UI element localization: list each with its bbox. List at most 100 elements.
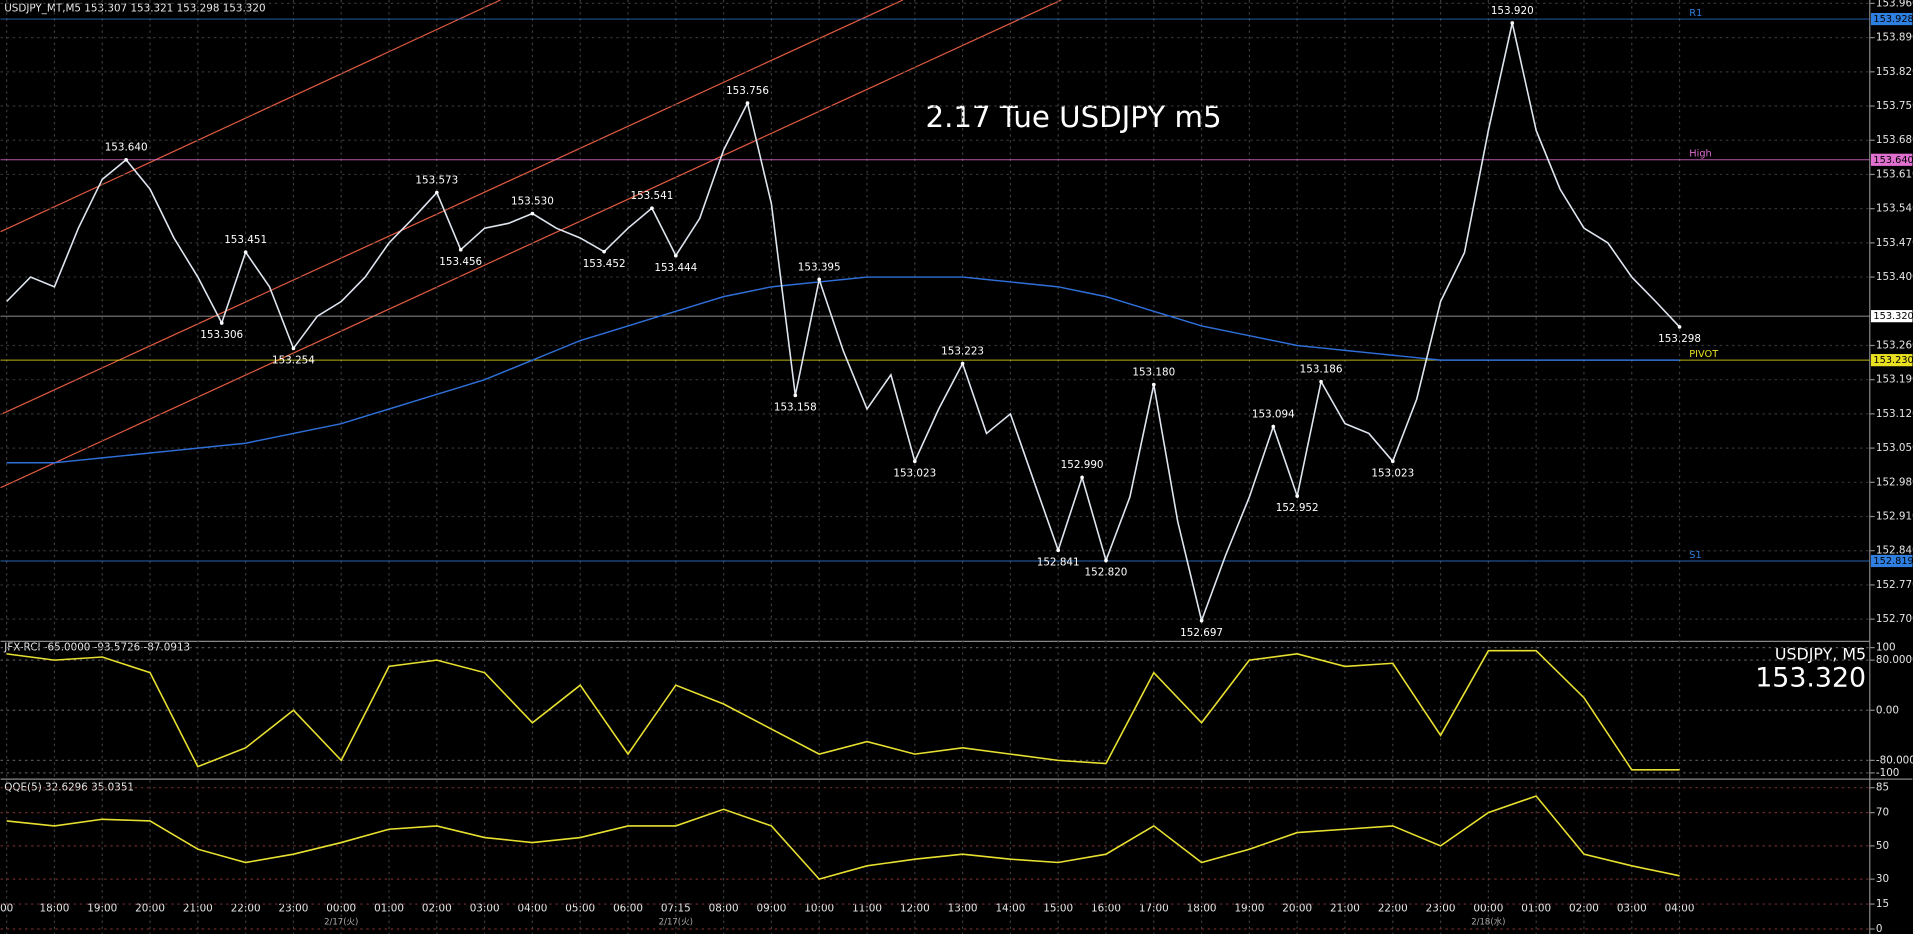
x-tick-label: 16:00 bbox=[1091, 902, 1121, 914]
x-tick-label: 04:00 bbox=[1665, 902, 1695, 914]
x-tick-label: 23:00 bbox=[1426, 902, 1456, 914]
price-label: 153.573 bbox=[415, 174, 458, 186]
x-tick-label: 17:00 bbox=[1139, 902, 1169, 914]
x-tick-label: 05:00 bbox=[565, 902, 595, 914]
price-point bbox=[960, 361, 965, 366]
price-point bbox=[817, 277, 822, 282]
y-tick-label: 85 bbox=[1876, 782, 1889, 794]
level-box bbox=[1870, 354, 1913, 367]
price-point bbox=[650, 206, 654, 210]
price-label: 153.640 bbox=[105, 142, 148, 154]
y-tick-label: 152.770 bbox=[1876, 579, 1913, 591]
moving-average bbox=[6, 276, 1680, 464]
y-tick-label: 30 bbox=[1876, 873, 1889, 885]
price-point bbox=[1510, 21, 1515, 25]
price-label: 153.541 bbox=[630, 190, 673, 202]
x-tick-label: 00:00 bbox=[1473, 902, 1503, 914]
x-tick-label: 21:00 bbox=[183, 902, 213, 914]
y-tick-label: 152.980 bbox=[1876, 476, 1913, 488]
level-box bbox=[1870, 554, 1913, 568]
price-point bbox=[124, 157, 128, 162]
price-point bbox=[793, 393, 798, 398]
header: USDJPY_MT,M5 153.307 153.321 153.298 153… bbox=[4, 3, 265, 15]
series-line bbox=[6, 22, 1681, 624]
price-label: 153.186 bbox=[1300, 363, 1343, 375]
series-line bbox=[6, 649, 1680, 771]
price-point bbox=[1319, 379, 1323, 384]
x-tick-label: 21:00 bbox=[1330, 902, 1360, 914]
level-box bbox=[1870, 153, 1913, 166]
x-tick-label: 07:15 bbox=[661, 902, 691, 914]
trend-channel bbox=[0, 0, 1062, 489]
price-point bbox=[602, 249, 606, 254]
price-label: 153.452 bbox=[583, 258, 626, 270]
x-tick-label: 03:00 bbox=[470, 902, 500, 914]
trend-line bbox=[0, 0, 904, 416]
price-point bbox=[1056, 548, 1061, 553]
level-name: High bbox=[1689, 149, 1711, 160]
price-label: 152.697 bbox=[1180, 627, 1223, 639]
price-label: 153.094 bbox=[1252, 408, 1295, 420]
series-line bbox=[6, 795, 1680, 881]
x-tick-label: 22:00 bbox=[1378, 902, 1408, 914]
y-tick-label: 153.470 bbox=[1876, 237, 1913, 249]
y-tick-label: 0.00 bbox=[1876, 704, 1899, 716]
price-point bbox=[1295, 494, 1300, 498]
price-point bbox=[219, 321, 224, 325]
x-tick-label: 19:00 bbox=[87, 902, 117, 914]
x-tick-label: 01:00 bbox=[1521, 902, 1551, 914]
x-tick-label: 18:00 bbox=[1187, 902, 1217, 914]
price-label: 153.530 bbox=[511, 195, 554, 207]
price-label: 153.254 bbox=[272, 355, 315, 367]
price-point bbox=[458, 247, 463, 252]
price-label: 153.223 bbox=[941, 345, 984, 357]
y-tick-label: 153.820 bbox=[1876, 66, 1913, 78]
x-tick-label: 22:00 bbox=[231, 902, 261, 914]
level-name: S1 bbox=[1689, 550, 1701, 561]
price-label: 153.023 bbox=[1371, 467, 1414, 479]
price-point bbox=[1677, 325, 1682, 329]
price-label: 152.841 bbox=[1037, 556, 1080, 568]
x-tick-label: 09:00 bbox=[756, 902, 786, 914]
date-label: 2/17(火) bbox=[659, 917, 693, 927]
price-point bbox=[243, 250, 248, 254]
last-price-box bbox=[1870, 310, 1913, 323]
y-tick-label: 153.120 bbox=[1876, 408, 1913, 420]
price-label: 153.158 bbox=[774, 402, 817, 414]
price-label: 152.990 bbox=[1061, 459, 1104, 471]
y-tick-label: 70 bbox=[1876, 807, 1889, 819]
date-label: 2/17(火) bbox=[324, 917, 358, 927]
y-tick-label: 152.700 bbox=[1876, 613, 1913, 625]
y-tick-label: 153.680 bbox=[1876, 134, 1913, 146]
y-tick-label: 153.750 bbox=[1876, 100, 1913, 112]
x-tick-label: 03:00 bbox=[1617, 902, 1647, 914]
x-tick-label: 02:00 bbox=[1569, 902, 1599, 914]
x-tick-label: 00:00 bbox=[326, 902, 356, 914]
rci-title: JFX-RCI -65.0000 -93.5726 -87.0913 bbox=[3, 641, 190, 653]
price-label: 153.920 bbox=[1491, 5, 1534, 17]
x-tick-label: 20:00 bbox=[1282, 902, 1312, 914]
price-point bbox=[1104, 558, 1108, 563]
price-point bbox=[434, 190, 439, 195]
x-tick-label: 10:00 bbox=[804, 902, 834, 914]
x-tick-label: 14:00 bbox=[995, 902, 1025, 914]
level-label: 153.928 bbox=[1873, 14, 1913, 25]
y-tick-label: 153.400 bbox=[1876, 271, 1913, 283]
y-tick-label: 0 bbox=[1876, 923, 1883, 934]
price-label: 153.298 bbox=[1658, 333, 1701, 345]
symbol-label: USDJPY, M5 bbox=[1775, 644, 1866, 663]
level-label: 152.819 bbox=[1873, 556, 1913, 567]
price-point bbox=[1390, 459, 1395, 464]
price-label: 153.023 bbox=[893, 467, 936, 479]
y-tick-label: 153.190 bbox=[1876, 374, 1913, 386]
price-label: 152.820 bbox=[1085, 567, 1128, 579]
price-label: 153.395 bbox=[798, 261, 841, 273]
x-tick-label: 04:00 bbox=[517, 902, 547, 914]
x-tick-label: 20:00 bbox=[135, 902, 165, 914]
date-label: 2/18(水) bbox=[1471, 916, 1505, 927]
y-tick-label: 153.050 bbox=[1876, 442, 1913, 454]
price-label: 152.952 bbox=[1276, 502, 1319, 514]
